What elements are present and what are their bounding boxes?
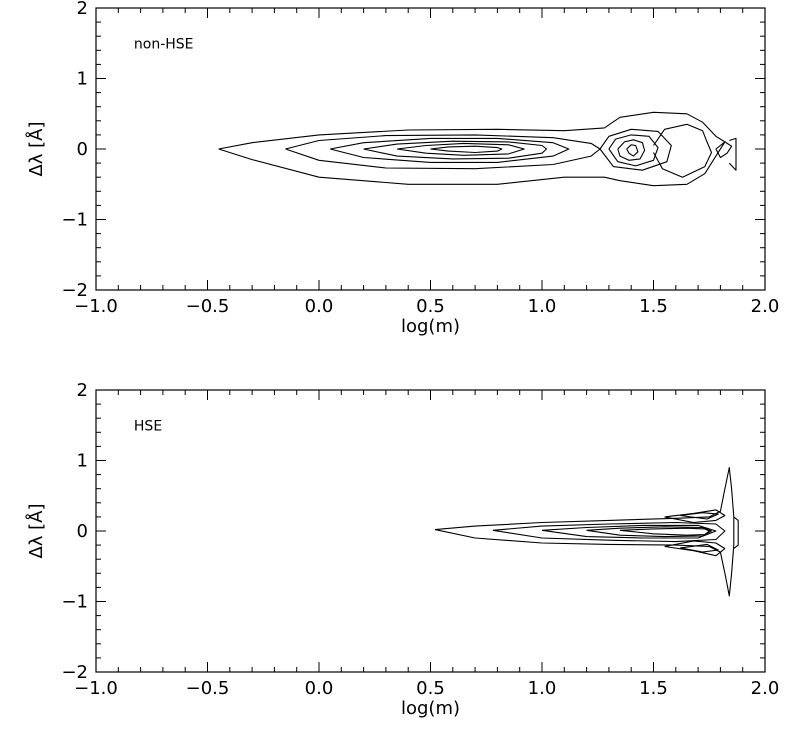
x-tick-label: 0.0 — [305, 678, 334, 699]
y-tick-label: 1 — [77, 69, 88, 90]
contour-line-lower-lobe-2 — [680, 543, 719, 553]
contour-line-level-1 — [218, 111, 726, 187]
x-axis-title: log(m) — [401, 316, 460, 337]
contour-line-level-5 — [397, 142, 525, 156]
contour-line-level-2 — [285, 134, 601, 170]
y-tick-label: 1 — [77, 451, 88, 472]
contour-line-outer — [434, 467, 735, 597]
contour-line-upper-lobe-2 — [680, 512, 719, 520]
y-tick-label: 0 — [77, 139, 88, 160]
x-tick-label: −0.5 — [186, 296, 230, 317]
y-tick-label: 0 — [77, 521, 88, 542]
panel-non-hse: −1.0 −0.5 0.0 0.5 1.0 1.5 2.0 −2 −1 0 1 2 log(m) Δλ [… — [25, 0, 779, 337]
contour-line-upper-lobe — [664, 509, 726, 524]
contour-line-blob-3 — [617, 139, 646, 161]
contour-line-edge — [733, 516, 739, 550]
contour-line-inner-2 — [541, 524, 717, 539]
panel-hse: −1.0 −0.5 0.0 0.5 1.0 1.5 2.0 −2 −1 0 1 2 log(m) Δλ [… — [25, 380, 779, 719]
contour-line-inner-3 — [586, 526, 713, 538]
x-tick-label: 1.5 — [639, 678, 668, 699]
panel-label: non-HSE — [134, 36, 194, 52]
contour-line-edge-2 — [728, 137, 737, 171]
y-tick-label: 2 — [77, 0, 88, 19]
y-tick-label: −2 — [61, 662, 88, 683]
panel-label: HSE — [134, 418, 162, 434]
y-axis-title: Δλ [Å] — [25, 121, 47, 176]
y-tick-label: 2 — [77, 380, 88, 401]
contour-line-blob-1 — [599, 128, 672, 171]
y-tick-label: −2 — [61, 280, 88, 301]
contour-line-level-4 — [363, 140, 548, 160]
y-tick-label: −1 — [61, 210, 88, 231]
x-tick-label: 1.0 — [528, 296, 557, 317]
x-tick-label: 0.0 — [305, 296, 334, 317]
x-tick-label: 2.0 — [751, 296, 780, 317]
x-tick-label: 1.0 — [528, 678, 557, 699]
contour-line-blob-4 — [626, 144, 639, 157]
contour-line-level-6 — [430, 145, 503, 154]
x-tick-label: −1.0 — [74, 678, 118, 699]
contour-line-blob-2 — [608, 134, 659, 167]
contour-line-edge-1 — [715, 141, 733, 159]
x-tick-label: −0.5 — [186, 678, 230, 699]
contour-line-inner-1 — [492, 521, 726, 543]
contour-line-inner-4 — [619, 527, 710, 536]
x-tick-label: −1.0 — [74, 296, 118, 317]
plot-frame — [95, 389, 766, 673]
x-tick-label: 0.5 — [416, 678, 445, 699]
x-tick-label: 0.5 — [416, 296, 445, 317]
y-axis-title: Δλ [Å] — [25, 503, 47, 558]
x-tick-label: 2.0 — [751, 678, 780, 699]
y-tick-label: −1 — [61, 592, 88, 613]
contour-line-outer-wing — [653, 123, 713, 178]
contour-line-level-3 — [330, 137, 570, 163]
x-tick-label: 1.5 — [639, 296, 668, 317]
x-axis-title: log(m) — [401, 698, 460, 719]
